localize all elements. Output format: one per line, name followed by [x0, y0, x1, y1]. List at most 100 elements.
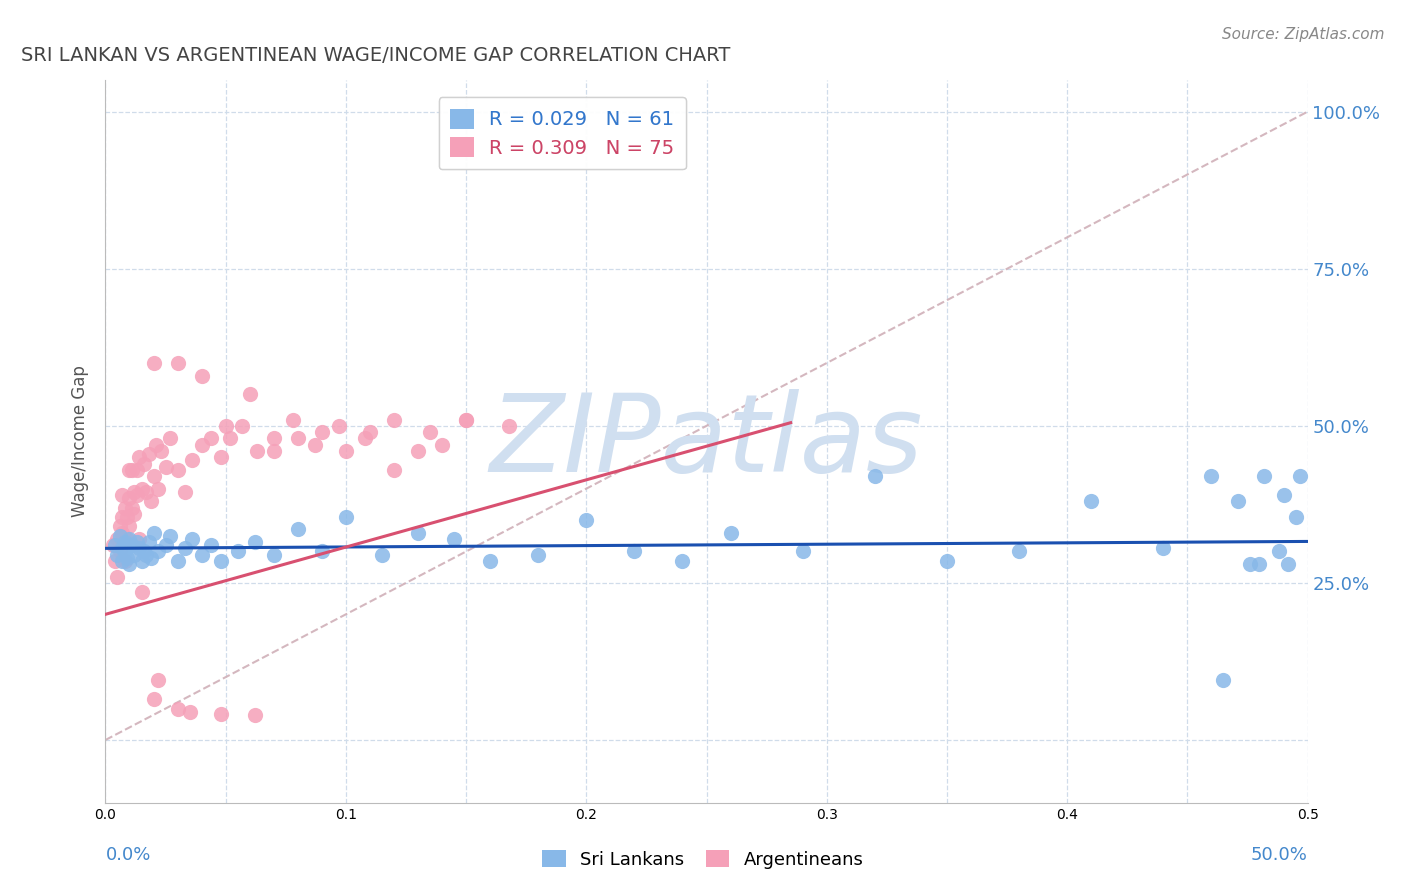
Point	[114, 544, 136, 558]
Point	[209, 706, 232, 721]
Point	[107, 548, 129, 562]
Point	[108, 544, 131, 558]
Point	[135, 484, 157, 499]
Point	[419, 425, 441, 439]
Point	[335, 510, 357, 524]
Point	[246, 444, 269, 458]
Point	[335, 444, 357, 458]
Point	[454, 412, 477, 426]
Point	[108, 529, 131, 543]
Point	[118, 491, 141, 505]
Point	[159, 529, 181, 543]
Point	[148, 673, 170, 688]
Point	[128, 532, 150, 546]
Point	[125, 488, 148, 502]
Point	[430, 438, 453, 452]
Point	[131, 585, 153, 599]
Point	[115, 532, 138, 546]
Point	[132, 544, 155, 558]
Point	[1152, 541, 1174, 556]
Legend: Sri Lankans, Argentineans: Sri Lankans, Argentineans	[536, 843, 870, 876]
Y-axis label: Wage/Income Gap: Wage/Income Gap	[72, 366, 90, 517]
Point	[124, 484, 146, 499]
Point	[382, 412, 405, 426]
Point	[111, 541, 134, 556]
Point	[121, 538, 143, 552]
Point	[148, 544, 170, 558]
Point	[231, 418, 253, 433]
Point	[287, 523, 309, 537]
Point	[354, 431, 377, 445]
Point	[1284, 510, 1306, 524]
Point	[132, 457, 155, 471]
Point	[108, 519, 131, 533]
Point	[124, 548, 146, 562]
Point	[1267, 544, 1289, 558]
Point	[1080, 494, 1102, 508]
Point	[121, 500, 143, 515]
Text: SRI LANKAN VS ARGENTINEAN WAGE/INCOME GAP CORRELATION CHART: SRI LANKAN VS ARGENTINEAN WAGE/INCOME GA…	[21, 45, 731, 65]
Point	[131, 554, 153, 568]
Point	[121, 463, 143, 477]
Point	[1212, 673, 1234, 688]
Point	[190, 548, 212, 562]
Point	[131, 482, 153, 496]
Point	[239, 387, 262, 401]
Point	[149, 444, 172, 458]
Point	[190, 438, 212, 452]
Point	[623, 544, 645, 558]
Point	[166, 554, 188, 568]
Point	[107, 532, 129, 546]
Point	[243, 707, 266, 722]
Point	[1289, 469, 1312, 483]
Point	[243, 535, 266, 549]
Point	[115, 510, 138, 524]
Point	[166, 356, 188, 370]
Point	[209, 554, 232, 568]
Point	[359, 425, 381, 439]
Point	[111, 510, 134, 524]
Point	[209, 450, 232, 465]
Point	[311, 425, 333, 439]
Point	[200, 538, 222, 552]
Point	[1253, 469, 1275, 483]
Point	[575, 513, 598, 527]
Point	[214, 418, 236, 433]
Point	[406, 525, 429, 540]
Point	[406, 444, 429, 458]
Point	[128, 541, 150, 556]
Point	[863, 469, 886, 483]
Point	[498, 418, 520, 433]
Point	[382, 463, 405, 477]
Point	[142, 525, 165, 540]
Point	[114, 532, 136, 546]
Point	[101, 538, 124, 552]
Point	[263, 444, 285, 458]
Point	[371, 548, 394, 562]
Point	[1201, 469, 1223, 483]
Point	[936, 554, 959, 568]
Point	[111, 488, 134, 502]
Point	[200, 431, 222, 445]
Point	[443, 532, 465, 546]
Point	[139, 494, 162, 508]
Point	[166, 701, 188, 715]
Point	[104, 554, 127, 568]
Point	[1249, 557, 1271, 571]
Point	[190, 368, 212, 383]
Point	[263, 431, 285, 445]
Point	[792, 544, 814, 558]
Point	[166, 463, 188, 477]
Point	[148, 482, 170, 496]
Point	[104, 538, 127, 552]
Point	[454, 412, 477, 426]
Point	[671, 554, 693, 568]
Legend: R = 0.029   N = 61, R = 0.309   N = 75: R = 0.029 N = 61, R = 0.309 N = 75	[439, 97, 686, 169]
Point	[125, 463, 148, 477]
Point	[311, 544, 333, 558]
Point	[128, 450, 150, 465]
Point	[114, 535, 136, 549]
Point	[1277, 557, 1299, 571]
Point	[111, 525, 134, 540]
Point	[1239, 557, 1261, 571]
